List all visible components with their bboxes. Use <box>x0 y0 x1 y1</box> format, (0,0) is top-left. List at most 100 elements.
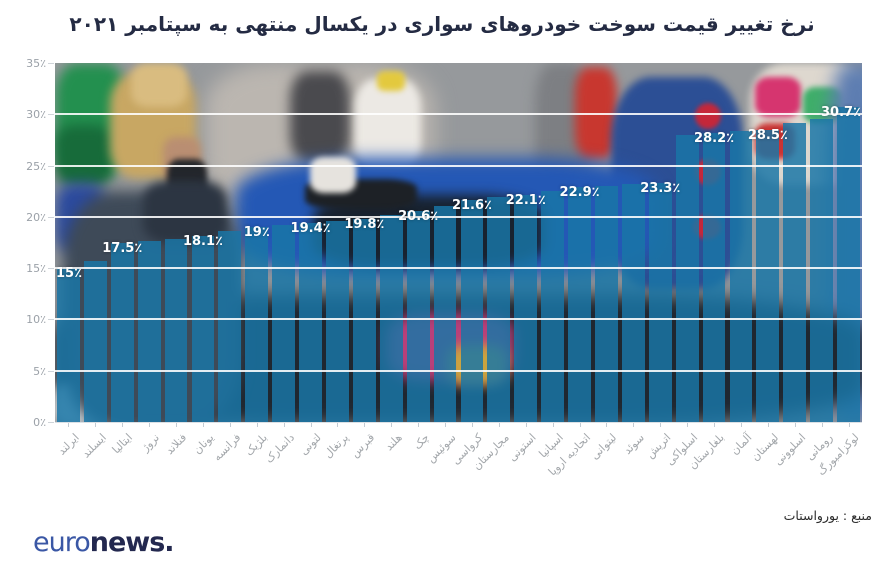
x-tick-label: ایتالیا <box>110 431 136 457</box>
x-tick-label: چک <box>410 431 432 452</box>
bar <box>218 231 242 422</box>
bar <box>299 223 322 422</box>
x-tick <box>445 423 447 427</box>
x-tick-label: اتحادیه اروپا <box>545 431 593 479</box>
x-tick-label: اسلواکی <box>663 431 701 468</box>
plot-area: 15٪ 17.5٪ 18.1٪ 19٪ 19.4٪ 19.8٪ 20.6٪ 21.6٪ 22.1… <box>55 63 862 422</box>
x-tick <box>606 423 608 427</box>
x-tick <box>68 423 70 427</box>
x-tick <box>95 423 97 427</box>
bar <box>621 184 645 422</box>
y-tick-dash <box>48 268 54 270</box>
bar <box>110 242 134 422</box>
bar <box>568 187 591 422</box>
x-tick <box>122 423 124 427</box>
logo-euro-text: euro <box>33 527 91 558</box>
y-tick-label: 35٪ <box>26 57 46 70</box>
x-tick <box>364 423 366 427</box>
bar <box>272 225 296 422</box>
photo-poster-pink <box>755 77 801 117</box>
x-tick <box>525 423 527 427</box>
x-tick-label: فنلاند <box>163 431 190 458</box>
photo-white-sign <box>355 79 421 171</box>
x-tick-label: آلمان <box>727 431 755 458</box>
x-tick-label: اسلوونی <box>771 431 808 468</box>
y-tick-label: 5٪ <box>33 364 46 378</box>
y-tick-label: 0٪ <box>33 416 46 429</box>
x-tick <box>794 423 796 427</box>
x-tick <box>579 423 581 427</box>
y-tick-dash <box>48 370 54 372</box>
x-tick-label: بلژیک <box>242 431 270 459</box>
photo-red-poster <box>575 67 617 159</box>
x-tick <box>498 423 500 427</box>
bar <box>406 210 430 422</box>
y-tick-label: 20٪ <box>26 210 46 224</box>
chart-title: نرخ تغییر قیمت سوخت خودروهای سواری در یک… <box>69 12 815 36</box>
bar <box>648 183 672 422</box>
x-tick-label: استونی <box>506 431 539 464</box>
x-tick <box>202 423 204 427</box>
x-tick-label: اسپانیا <box>536 431 566 461</box>
bar <box>756 129 780 422</box>
x-tick <box>391 423 393 427</box>
y-tick-dash <box>48 319 54 321</box>
x-tick <box>149 423 151 427</box>
bar <box>595 186 618 422</box>
x-tick-label: قبرس <box>348 431 378 461</box>
y-tick-label: 25٪ <box>26 159 46 173</box>
photo-hair-bun <box>131 63 187 107</box>
bar <box>245 227 269 422</box>
x-tick <box>229 423 231 427</box>
bar <box>729 130 753 422</box>
x-tick-label: رومانی <box>802 431 835 463</box>
x-axis-baseline <box>55 422 862 423</box>
x-tick <box>418 423 420 427</box>
bar <box>460 200 484 422</box>
bar <box>487 197 511 422</box>
x-tick-label: اتریش <box>643 431 674 461</box>
logo-news-text: news. <box>89 527 175 558</box>
x-tick <box>176 423 178 427</box>
x-tick-label: سوئیس <box>424 431 459 466</box>
y-tick-dash <box>48 114 54 116</box>
bar <box>837 107 860 422</box>
x-tick-label: نروژ <box>139 431 163 455</box>
bar <box>810 119 834 422</box>
bar <box>675 134 699 422</box>
x-tick <box>633 423 635 427</box>
photo-sticky-note <box>377 71 405 91</box>
x-tick-label: بلغارستان <box>686 431 728 472</box>
x-tick-label: هلند <box>382 431 405 454</box>
x-tick-label: لتونی <box>297 431 324 458</box>
x-tick <box>552 423 554 427</box>
y-tick-label: 30٪ <box>26 108 46 122</box>
bar <box>164 239 188 422</box>
x-tick <box>310 423 312 427</box>
x-tick-label: پرتغال <box>321 431 351 461</box>
x-tick-label: کرواسی <box>449 431 486 468</box>
bar <box>352 218 376 422</box>
x-tick <box>767 423 769 427</box>
photo-receipt <box>310 157 356 193</box>
bar <box>57 268 80 422</box>
x-tick <box>471 423 473 427</box>
photo-window-frame <box>290 71 350 163</box>
bar <box>326 220 349 422</box>
x-tick-label: فرانسه <box>210 431 244 464</box>
x-tick <box>283 423 285 427</box>
x-tick-label: ایسلند <box>79 431 109 461</box>
bar <box>433 205 457 422</box>
x-tick-label: یونان <box>190 431 217 457</box>
x-tick <box>821 423 823 427</box>
y-tick-dash <box>48 216 54 218</box>
bar <box>783 122 807 422</box>
x-tick-label: سوئد <box>620 431 647 457</box>
photo-round-sign-1 <box>695 103 721 129</box>
x-tick-label: لوکزامبورگ <box>814 431 862 478</box>
x-tick-label: ایرلند <box>55 431 82 458</box>
x-tick-label: لیتوانی <box>588 431 620 463</box>
bar <box>83 260 107 422</box>
bars-layer <box>55 63 862 422</box>
